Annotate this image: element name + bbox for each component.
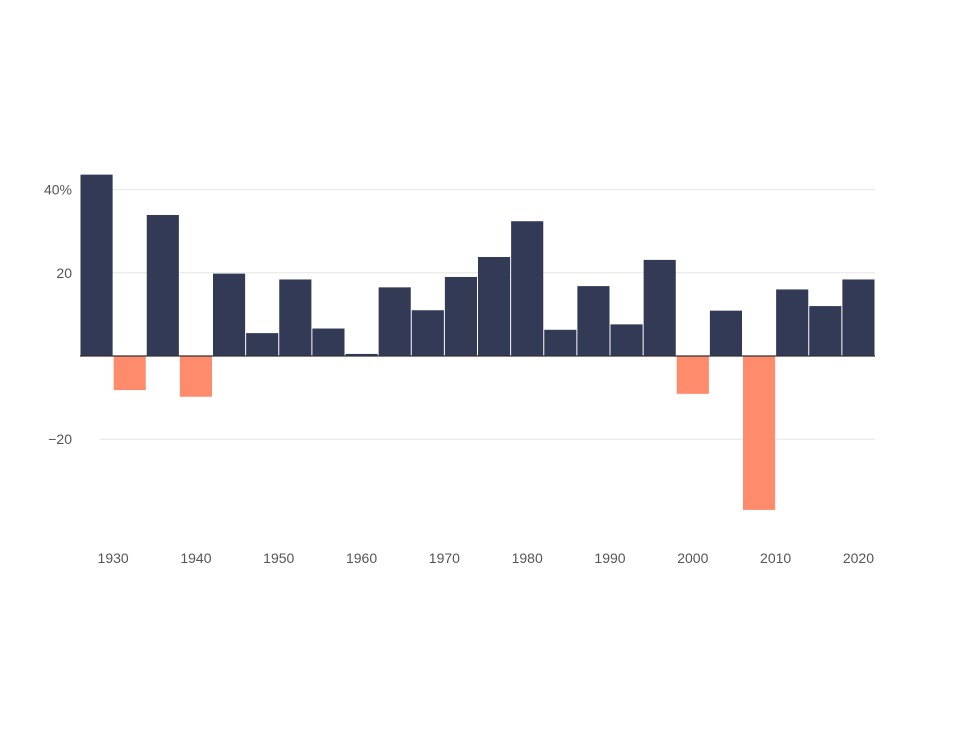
- y-axis-ticks: −20 20 40%: [44, 182, 72, 448]
- x-tick-label: 1990: [594, 550, 625, 566]
- bars: [80, 174, 875, 510]
- bar-1976: [478, 256, 511, 356]
- x-tick-label: 1930: [98, 550, 129, 566]
- x-axis-ticks: 1930 1940 1950 1960 1970 1980 1990 2000 2010 2020: [98, 550, 875, 566]
- x-tick-label: 2020: [843, 550, 874, 566]
- bar-1948: [246, 333, 279, 356]
- bar-1992: [610, 324, 643, 356]
- x-tick-label: 2000: [677, 550, 708, 566]
- bar-1960: [345, 353, 378, 356]
- bar-1984: [544, 329, 577, 356]
- y-tick-label: 20: [56, 265, 72, 281]
- bar-2000: [676, 356, 709, 394]
- bar-1932: [113, 356, 146, 391]
- x-tick-label: 1980: [512, 550, 543, 566]
- bar-1972: [444, 276, 478, 356]
- x-tick-label: 1950: [263, 550, 294, 566]
- bar-1940: [179, 356, 213, 397]
- bar-1964: [378, 287, 411, 356]
- bar-1928: [80, 174, 113, 356]
- bar-1956: [312, 328, 345, 356]
- bar-1996: [643, 259, 676, 356]
- bar-1988: [577, 286, 610, 356]
- bar-2008: [743, 356, 776, 510]
- x-tick-label: 1940: [180, 550, 211, 566]
- bar-2004: [709, 310, 743, 356]
- x-tick-label: 2010: [760, 550, 791, 566]
- y-tick-label: −20: [48, 431, 72, 447]
- x-tick-label: 1970: [429, 550, 460, 566]
- x-tick-label: 1960: [346, 550, 377, 566]
- bar-1936: [146, 214, 179, 356]
- bar-1968: [411, 310, 444, 356]
- bar-2012: [776, 289, 809, 356]
- bar-1952: [279, 279, 312, 356]
- bar-1980: [511, 221, 544, 356]
- bar-2016: [809, 306, 842, 356]
- bar-2020: [842, 279, 875, 356]
- bar-1944: [213, 273, 246, 356]
- y-tick-label: 40%: [44, 182, 72, 198]
